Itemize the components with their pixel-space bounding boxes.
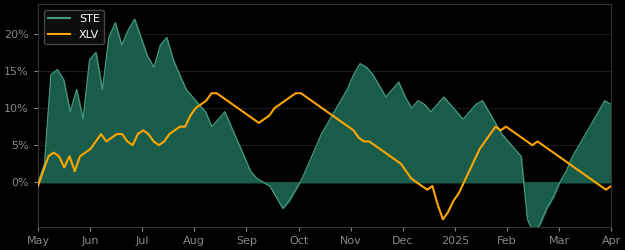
Legend: STE, XLV: STE, XLV	[44, 10, 104, 44]
